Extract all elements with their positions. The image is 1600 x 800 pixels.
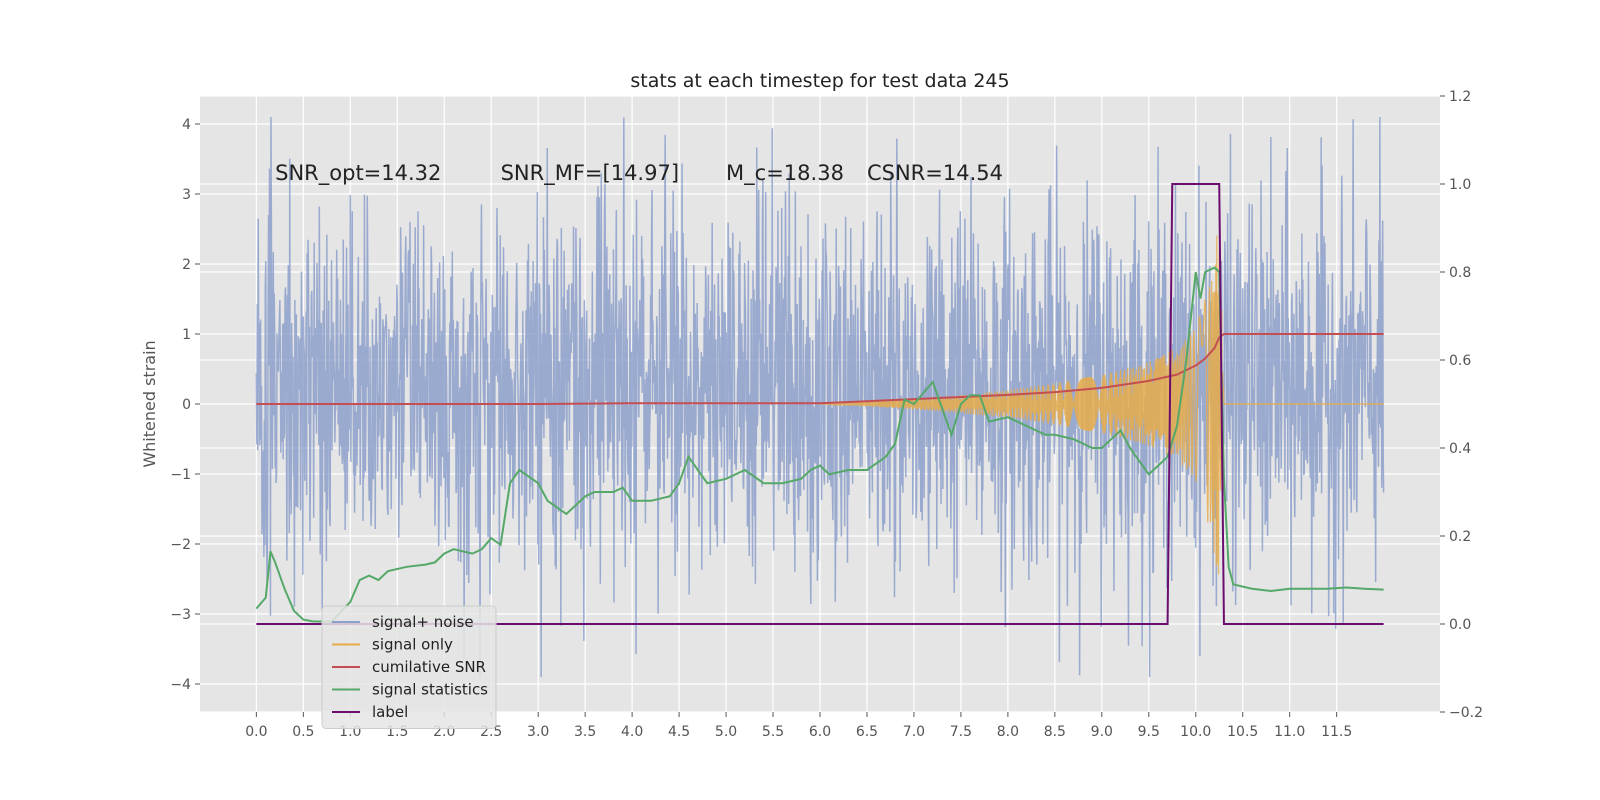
x-tick-label: 7.5 <box>950 724 972 740</box>
y-tick-label: 4 <box>182 117 191 133</box>
y-tick-label: −3 <box>170 607 191 623</box>
y-tick-label: 1 <box>182 327 191 343</box>
x-tick-label: 11.5 <box>1321 724 1352 740</box>
y-axis-label: Whitened strain <box>140 340 159 467</box>
x-tick-label: 8.5 <box>1044 724 1066 740</box>
x-tick-label: 3.0 <box>527 724 549 740</box>
legend: signal+ noise signal only cumilative SNR si… <box>321 605 497 729</box>
x-tick-label: 9.5 <box>1138 724 1160 740</box>
legend-entry: cumilative SNR <box>372 658 486 676</box>
legend-entry: signal only <box>372 636 453 654</box>
x-tick-label: 9.0 <box>1091 724 1113 740</box>
y2-tick-label: 1.2 <box>1449 89 1471 105</box>
annotations: SNR_opt=14.32 SNR_MF=[14.97] M_c=18.38 CSNR… <box>275 161 1003 186</box>
x-tick-label: 10.5 <box>1227 724 1258 740</box>
y2-tick-label: 0.8 <box>1449 265 1471 281</box>
annotation-text: CSNR=14.54 <box>867 161 1003 185</box>
y2-tick-label: 0.4 <box>1449 441 1471 457</box>
x-tick-label: 0.0 <box>245 724 267 740</box>
x-tick-label: 8.0 <box>997 724 1019 740</box>
x-tick-label: 6.0 <box>809 724 831 740</box>
series-signal-only-line <box>819 235 1225 575</box>
x-tick-label: 4.5 <box>668 724 690 740</box>
x-tick-label: 7.0 <box>903 724 925 740</box>
y-tick-label: −4 <box>170 677 191 693</box>
x-tick-label: 4.0 <box>621 724 643 740</box>
series-label-line <box>256 183 1384 625</box>
legend-entry: label <box>372 703 408 721</box>
y-tick-label: 3 <box>182 187 191 203</box>
x-tick-label: 5.5 <box>762 724 784 740</box>
series-layer <box>255 116 1385 678</box>
annotation-text: M_c=18.38 <box>726 161 844 186</box>
x-tick-label: 3.5 <box>574 724 596 740</box>
axes: 0.0 0.5 1.0 1.5 2.0 2.5 3.0 3.5 4.0 4.5 5.0 5.5 6.0 6… <box>170 89 1483 740</box>
y2-tick-label: 0.0 <box>1449 617 1471 633</box>
y-tick-label: 2 <box>182 257 191 273</box>
x-tick-label: 0.5 <box>292 724 314 740</box>
y-tick-label: −2 <box>170 537 191 553</box>
x-tick-label: 10.0 <box>1180 724 1211 740</box>
y2-tick-label: −0.2 <box>1449 705 1483 721</box>
series-signal-statistics-line <box>255 266 1384 623</box>
series-cumilative-snr-line <box>256 333 1384 405</box>
legend-entry: signal statistics <box>372 681 488 699</box>
x-tick-label: 6.5 <box>856 724 878 740</box>
x-tick-label: 11.0 <box>1274 724 1305 740</box>
annotation-text: SNR_MF=[14.97] <box>501 161 679 186</box>
legend-box <box>321 605 497 729</box>
y2-tick-label: 0.6 <box>1449 353 1471 369</box>
x-tick-label: 5.0 <box>715 724 737 740</box>
y-tick-label: −1 <box>170 467 191 483</box>
y2-tick-label: 0.2 <box>1449 529 1471 545</box>
y2-tick-label: 1.0 <box>1449 177 1471 193</box>
y-tick-label: 0 <box>182 397 191 413</box>
chart-title: stats at each timestep for test data 245 <box>630 70 1009 92</box>
annotation-text: SNR_opt=14.32 <box>275 161 441 186</box>
legend-entry: signal+ noise <box>372 613 474 631</box>
series-signal-noise-line <box>255 116 1385 678</box>
